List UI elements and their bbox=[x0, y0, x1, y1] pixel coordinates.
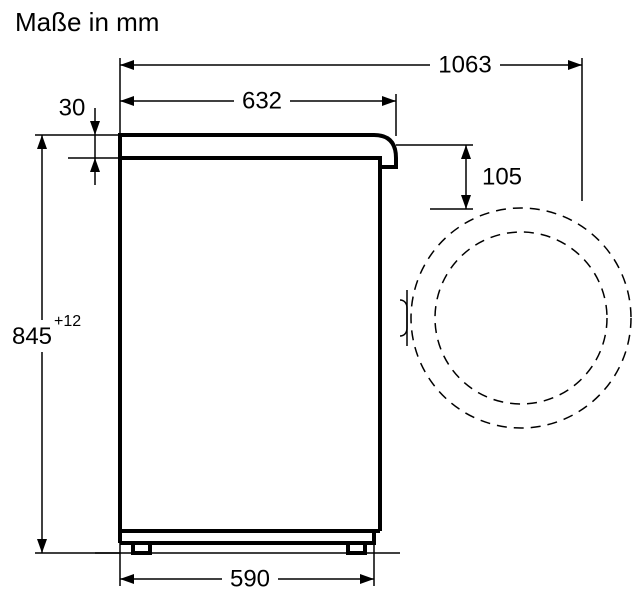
extension-lines bbox=[35, 58, 582, 586]
dim-1063: 1063 bbox=[120, 52, 582, 79]
appliance-outline bbox=[120, 135, 396, 553]
dim-1063-value: 1063 bbox=[438, 52, 491, 79]
dim-845-value: 845 bbox=[12, 323, 52, 350]
dim-30-value: 30 bbox=[59, 95, 86, 122]
dim-30: 30 bbox=[59, 95, 100, 186]
dim-590: 590 bbox=[120, 566, 374, 593]
dim-590-value: 590 bbox=[230, 566, 270, 593]
door-open-outline bbox=[400, 208, 631, 428]
dim-632: 632 bbox=[120, 88, 396, 115]
dim-632-value: 632 bbox=[242, 88, 282, 115]
dim-105: 105 bbox=[461, 145, 522, 209]
dim-845: 845 +12 bbox=[5, 135, 83, 553]
dim-845-tolerance: +12 bbox=[54, 313, 81, 330]
drawing-title: Maße in mm bbox=[15, 7, 159, 37]
dim-105-value: 105 bbox=[482, 164, 522, 191]
